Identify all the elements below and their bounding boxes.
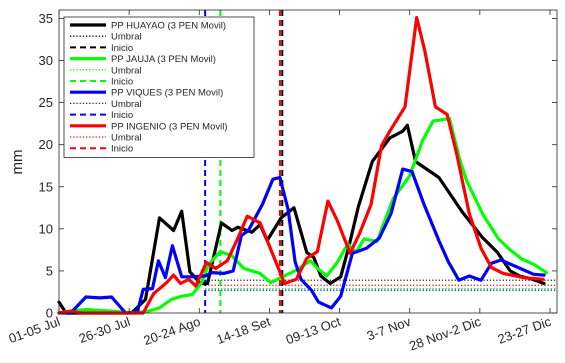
series-lines <box>57 16 549 315</box>
legend-label: Inicio <box>111 110 133 121</box>
legend-label: PP JAUJA (3 PEN Movil) <box>111 54 216 65</box>
legend-label: Inicio <box>111 43 133 54</box>
series-line <box>57 167 546 315</box>
series-line <box>57 16 545 315</box>
y-tick-label: 15 <box>39 179 53 194</box>
legend-label: Inicio <box>111 144 133 155</box>
legend-label: Umbral <box>111 32 142 43</box>
x-tick-label: 26-30 Jul <box>77 314 132 346</box>
series-line <box>57 116 549 315</box>
y-tick-label: 20 <box>39 137 53 152</box>
y-tick-label: 35 <box>39 11 53 26</box>
plot-frame <box>58 9 558 314</box>
threshold-lines <box>205 279 557 291</box>
legend-label: PP INGENIO (3 PEN Movil) <box>111 121 228 132</box>
y-tick-label: 25 <box>39 95 53 110</box>
x-tick-label: 14-18 Set <box>214 314 272 348</box>
y-tick-label: 30 <box>39 53 53 68</box>
y-tick-label: 10 <box>39 221 53 236</box>
y-tick-label: 5 <box>46 263 53 278</box>
y-axis: 0 5 10 15 20 25 30 35 <box>39 11 557 321</box>
legend-label: Umbral <box>111 133 142 144</box>
legend-label: Umbral <box>111 65 142 76</box>
x-tick-label: 28 Nov-2 Dic <box>407 314 483 354</box>
x-tick-label: 20-24 Ago <box>141 314 202 348</box>
x-tick-label: 09-13 Oct <box>284 314 343 348</box>
y-axis-label: mm <box>9 150 26 175</box>
x-tick-label: 23-27 Dic <box>496 314 554 347</box>
y-tick-label: 0 <box>46 306 53 321</box>
legend-label: PP VIQUES (3 PEN Movil) <box>111 88 223 99</box>
legend-label: Umbral <box>111 99 142 110</box>
x-tick-label: 01-05 Jul <box>7 314 62 346</box>
legend-box <box>63 16 255 158</box>
legend-label: PP HUAYAO (3 PEN Movil) <box>111 21 226 32</box>
legend-label: Inicio <box>111 77 133 88</box>
